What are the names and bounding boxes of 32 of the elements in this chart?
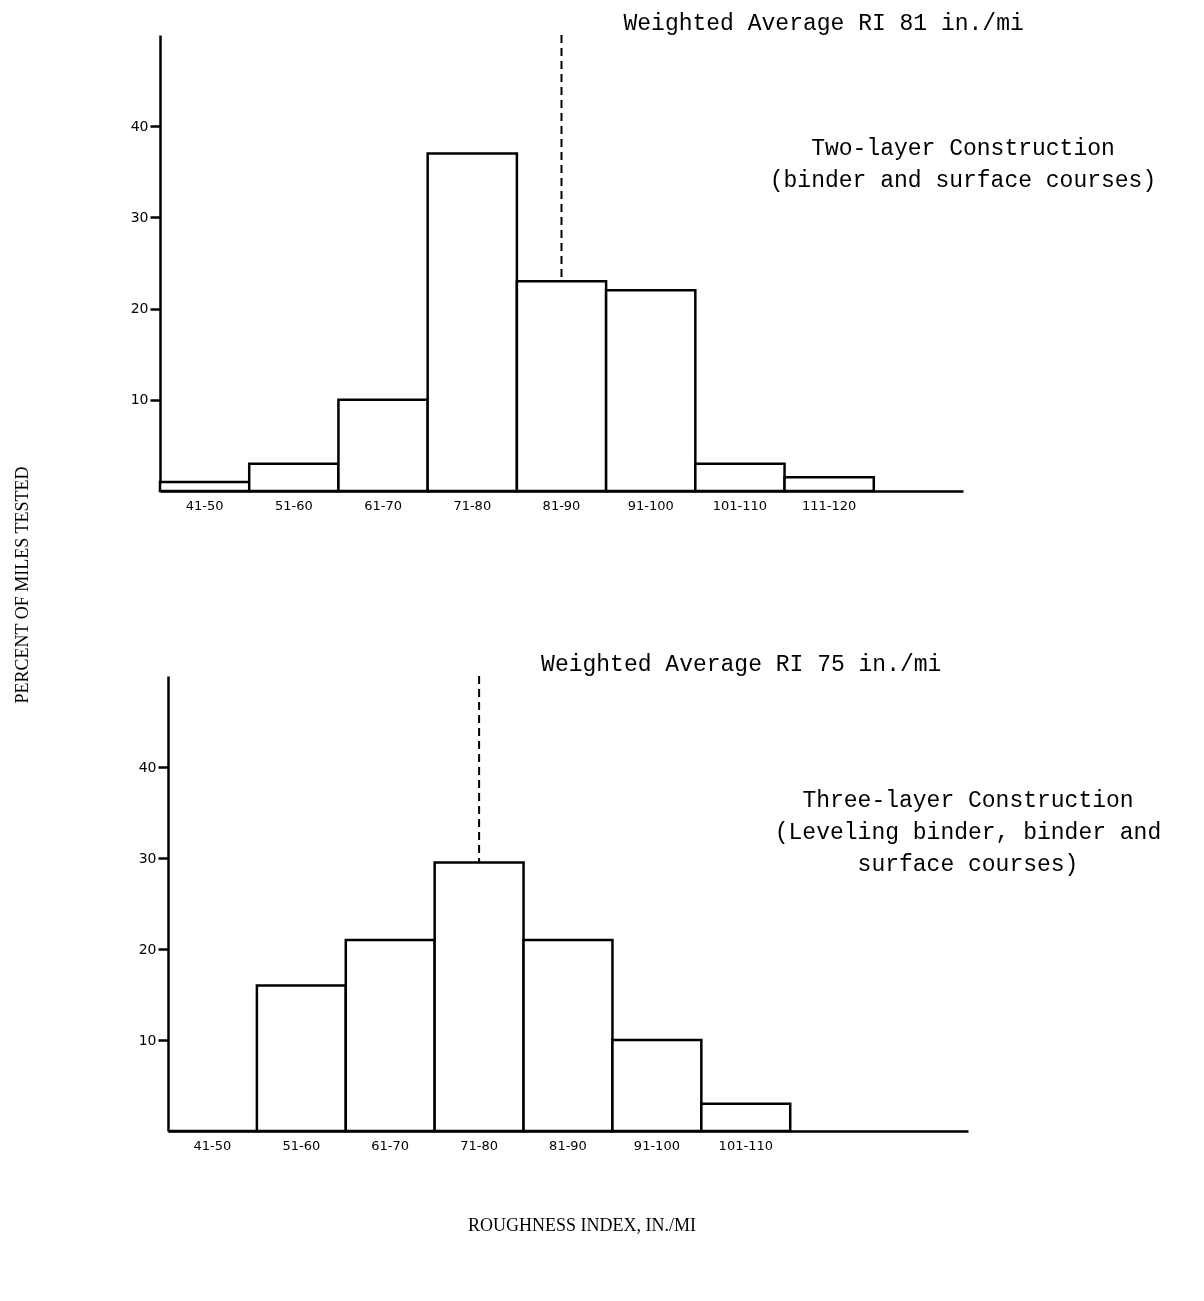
y-tick-label: 10	[130, 391, 149, 408]
y-tick-label: 20	[138, 940, 157, 957]
y-axis-title: PERCENT OF MILES TESTED	[11, 466, 33, 704]
annotation: (binder and surface courses)	[769, 168, 1157, 194]
x-tick-label: 71-80	[453, 497, 492, 513]
y-tick-label: 20	[130, 300, 149, 317]
x-tick-label: 111-120	[802, 497, 857, 513]
x-tick-label: 81-90	[542, 497, 581, 513]
x-tick-label: 101-110	[712, 497, 768, 513]
y-tick-label: 30	[130, 208, 149, 225]
x-tick-label: 51-60	[282, 1137, 321, 1153]
annotation: (Leveling binder, binder and	[774, 820, 1162, 846]
x-tick-label: 91-100	[633, 1137, 680, 1153]
x-tick-label: 81-90	[549, 1137, 587, 1153]
x-tick-label: 71-80	[460, 1137, 498, 1153]
x-tick-label: 51-60	[274, 497, 313, 513]
x-tick-label: 91-100	[627, 497, 674, 513]
y-tick-label: 10	[138, 1031, 157, 1048]
y-tick-label: 40	[138, 758, 157, 775]
annotation: Three-layer Construction	[802, 788, 1134, 814]
annotation: surface courses)	[857, 852, 1079, 878]
ref-line-label: Weighted Average RI 75 in./mi	[541, 652, 942, 678]
ref-line-label: Weighted Average RI 81 in./mi	[623, 11, 1024, 37]
x-axis-title: ROUGHNESS INDEX, IN./MI	[468, 1214, 696, 1236]
y-tick-label: 40	[130, 117, 149, 134]
x-tick-label: 61-70	[371, 1137, 410, 1153]
y-tick-label: 30	[138, 849, 157, 866]
x-tick-label: 41-50	[185, 497, 224, 513]
x-tick-label: 101-110	[718, 1137, 773, 1153]
x-tick-label: 61-70	[364, 497, 402, 513]
x-tick-label: 41-50	[193, 1137, 232, 1153]
annotation: Two-layer Construction	[811, 136, 1115, 162]
